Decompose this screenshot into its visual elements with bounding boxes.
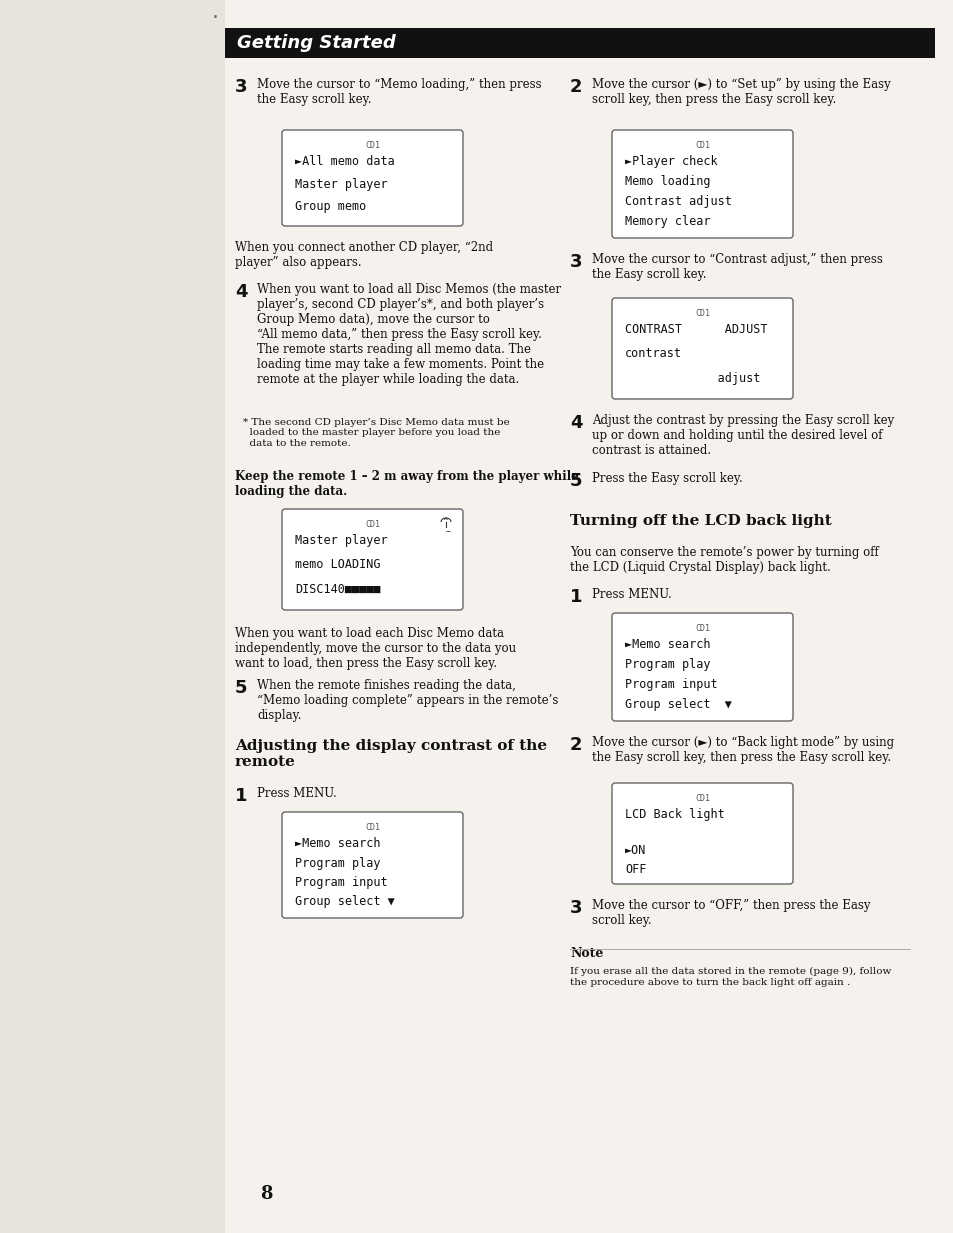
FancyBboxPatch shape xyxy=(612,783,792,884)
Text: Press MENU.: Press MENU. xyxy=(256,787,336,800)
Text: Getting Started: Getting Started xyxy=(236,35,395,52)
Text: When you want to load all Disc Memos (the master
player’s, second CD player’s*, : When you want to load all Disc Memos (th… xyxy=(256,284,560,386)
Text: Adjust the contrast by pressing the Easy scroll key
up or down and holding until: Adjust the contrast by pressing the Easy… xyxy=(592,414,893,457)
Text: Master player: Master player xyxy=(294,178,387,191)
Text: Move the cursor to “Memo loading,” then press
the Easy scroll key.: Move the cursor to “Memo loading,” then … xyxy=(256,78,541,106)
Text: CD1: CD1 xyxy=(695,624,709,633)
Text: 2: 2 xyxy=(569,78,582,96)
Text: When the remote finishes reading the data,
“Memo loading complete” appears in th: When the remote finishes reading the dat… xyxy=(256,679,558,723)
FancyBboxPatch shape xyxy=(612,298,792,399)
Text: ►Memo search: ►Memo search xyxy=(294,837,380,850)
Text: Program input: Program input xyxy=(624,678,717,690)
Text: Move the cursor to “OFF,” then press the Easy
scroll key.: Move the cursor to “OFF,” then press the… xyxy=(592,899,869,927)
Text: Press MENU.: Press MENU. xyxy=(592,588,671,600)
Text: memo LOADING: memo LOADING xyxy=(294,559,380,571)
Text: Group select  ▼: Group select ▼ xyxy=(624,698,731,711)
FancyBboxPatch shape xyxy=(282,129,462,226)
Text: Group select ▼: Group select ▼ xyxy=(294,895,395,909)
Text: * The second CD player’s Disc Memo data must be
  loaded to the master player be: * The second CD player’s Disc Memo data … xyxy=(243,418,509,448)
Text: ►ON: ►ON xyxy=(624,845,646,857)
Text: 1: 1 xyxy=(569,588,582,605)
Text: Move the cursor (►) to “Set up” by using the Easy
scroll key, then press the Eas: Move the cursor (►) to “Set up” by using… xyxy=(592,78,890,106)
Text: adjust: adjust xyxy=(624,371,760,385)
Text: Keep the remote 1 – 2 m away from the player while
loading the data.: Keep the remote 1 – 2 m away from the pl… xyxy=(234,470,578,498)
Text: CD1: CD1 xyxy=(695,794,709,803)
Text: ►Player check: ►Player check xyxy=(624,155,717,168)
Text: If you erase all the data stored in the remote (page 9), follow
the procedure ab: If you erase all the data stored in the … xyxy=(569,967,890,986)
Text: CD1: CD1 xyxy=(365,822,379,832)
Text: 5: 5 xyxy=(234,679,247,697)
Text: ·: · xyxy=(212,7,218,28)
Text: When you connect another CD player, “2nd
player” also appears.: When you connect another CD player, “2nd… xyxy=(234,240,493,269)
Text: CD1: CD1 xyxy=(695,309,709,318)
Text: Press the Easy scroll key.: Press the Easy scroll key. xyxy=(592,472,742,485)
Text: –: – xyxy=(445,526,450,536)
Text: Program input: Program input xyxy=(294,875,387,889)
Text: Group memo: Group memo xyxy=(294,200,366,213)
FancyBboxPatch shape xyxy=(282,813,462,919)
Bar xyxy=(0,0,225,1233)
Text: Adjusting the display contrast of the
remote: Adjusting the display contrast of the re… xyxy=(234,739,547,769)
Text: Move the cursor (►) to “Back light mode” by using
the Easy scroll key, then pres: Move the cursor (►) to “Back light mode”… xyxy=(592,736,893,764)
Text: Contrast adjust: Contrast adjust xyxy=(624,195,731,208)
Text: You can conserve the remote’s power by turning off
the LCD (Liquid Crystal Displ: You can conserve the remote’s power by t… xyxy=(569,546,878,575)
Text: CD1: CD1 xyxy=(365,141,379,150)
Text: Note: Note xyxy=(569,947,602,961)
Text: 8: 8 xyxy=(260,1185,273,1203)
Text: CONTRAST      ADJUST: CONTRAST ADJUST xyxy=(624,323,767,337)
Text: When you want to load each Disc Memo data
independently, move the cursor to the : When you want to load each Disc Memo dat… xyxy=(234,628,516,670)
Text: Move the cursor to “Contrast adjust,” then press
the Easy scroll key.: Move the cursor to “Contrast adjust,” th… xyxy=(592,253,882,281)
Text: CD1: CD1 xyxy=(695,141,709,150)
Text: 3: 3 xyxy=(234,78,247,96)
Text: ►Memo search: ►Memo search xyxy=(624,637,710,651)
Text: 1: 1 xyxy=(234,787,247,805)
Text: contrast: contrast xyxy=(624,348,681,360)
Text: 4: 4 xyxy=(234,284,247,301)
Text: 3: 3 xyxy=(569,253,582,271)
Text: Program play: Program play xyxy=(624,658,710,671)
Text: Memory clear: Memory clear xyxy=(624,215,710,228)
Bar xyxy=(225,28,934,58)
Text: 4: 4 xyxy=(569,414,582,432)
Text: CD1: CD1 xyxy=(365,520,379,529)
FancyBboxPatch shape xyxy=(612,613,792,721)
Text: 3: 3 xyxy=(569,899,582,917)
Text: ►All memo data: ►All memo data xyxy=(294,155,395,168)
FancyBboxPatch shape xyxy=(282,509,462,610)
Text: 2: 2 xyxy=(569,736,582,755)
Text: OFF: OFF xyxy=(624,863,646,875)
Text: 5: 5 xyxy=(569,472,582,490)
Text: Master player: Master player xyxy=(294,534,387,547)
Text: Program play: Program play xyxy=(294,857,380,869)
Text: DISC140■■■■■: DISC140■■■■■ xyxy=(294,583,380,596)
FancyBboxPatch shape xyxy=(612,129,792,238)
Text: Memo loading: Memo loading xyxy=(624,175,710,187)
Text: LCD Back light: LCD Back light xyxy=(624,808,724,821)
Text: Turning off the LCD back light: Turning off the LCD back light xyxy=(569,514,831,528)
